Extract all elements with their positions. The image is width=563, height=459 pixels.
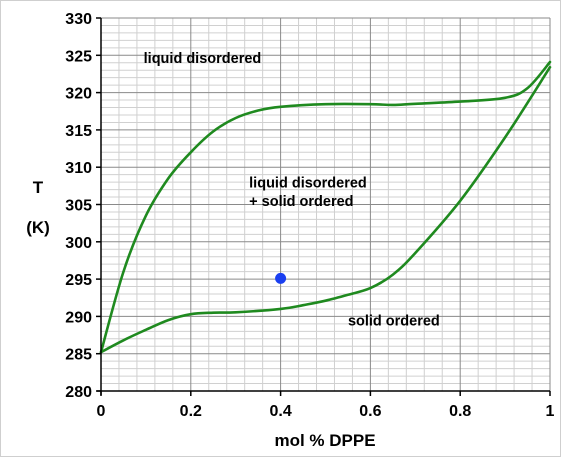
y-tick-label: 295 xyxy=(65,272,92,289)
region-annotation: liquid disordered xyxy=(144,51,262,67)
x-axis-label: mol % DPPE xyxy=(274,431,375,450)
solidus-curve xyxy=(99,65,552,354)
x-tick-label: 0.2 xyxy=(180,403,202,420)
y-tick-label: 320 xyxy=(65,86,92,103)
y-tick-label: 325 xyxy=(65,48,92,65)
data-point-marker xyxy=(275,272,287,284)
y-tick-label: 280 xyxy=(65,384,92,401)
y-tick-label: 310 xyxy=(65,160,92,177)
region-annotation: liquid disordered xyxy=(249,175,367,191)
x-tick-label: 0.4 xyxy=(269,403,291,420)
labels: 280 285 290 295 300 305 310 315 320 325 330 0 0.2 0.4… xyxy=(65,11,554,420)
y-axis-label-line2: (K) xyxy=(26,218,50,237)
axes xyxy=(96,17,551,396)
grid xyxy=(100,17,551,392)
y-tick-label: 315 xyxy=(65,123,92,140)
region-annotation: + solid ordered xyxy=(249,194,353,210)
y-tick-label: 305 xyxy=(65,198,92,215)
y-tick-label: 285 xyxy=(65,347,92,364)
x-tick-label: 0 xyxy=(97,403,106,420)
y-tick-label: 300 xyxy=(65,235,92,252)
x-tick-label: 0.8 xyxy=(449,403,471,420)
liquidus-curve xyxy=(99,60,552,354)
x-tick-label: 0.6 xyxy=(359,403,381,420)
y-axis-label-line1: T xyxy=(33,178,44,197)
x-tick-label: 1 xyxy=(546,403,555,420)
region-annotation: solid ordered xyxy=(348,313,440,329)
curves xyxy=(99,60,552,354)
y-tick-label: 290 xyxy=(65,309,92,326)
y-tick-label: 330 xyxy=(65,11,92,28)
